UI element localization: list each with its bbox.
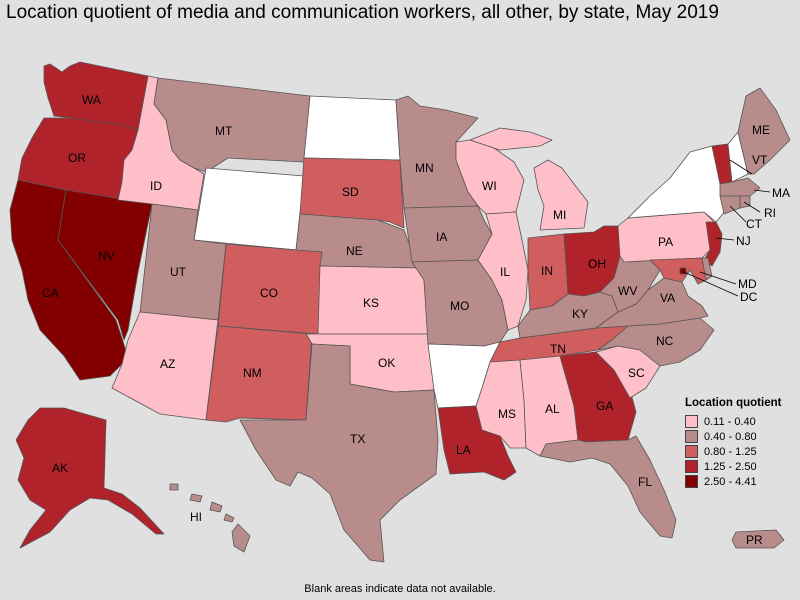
legend-title: Location quotient	[685, 397, 782, 409]
label-MT: MT	[215, 124, 233, 138]
label-SD: SD	[342, 185, 359, 199]
state-PR[interactable]	[731, 529, 785, 549]
legend-item: 0.11 - 0.40	[685, 414, 781, 429]
state-NC[interactable]	[597, 317, 715, 367]
label-PA: PA	[658, 235, 673, 249]
label-FL: FL	[638, 475, 652, 489]
map-legend: Location quotient 0.11 - 0.40 0.40 - 0.8…	[685, 397, 781, 489]
label-IA: IA	[436, 230, 447, 244]
label-NV: NV	[98, 249, 115, 263]
label-KS: KS	[363, 296, 379, 310]
state-ND[interactable]	[303, 95, 401, 161]
label-KY: KY	[572, 307, 588, 321]
state-NV[interactable]	[57, 189, 153, 341]
label-WA: WA	[82, 93, 101, 107]
label-AL: AL	[545, 402, 560, 416]
label-MI: MI	[553, 208, 566, 222]
state-DC[interactable]	[679, 267, 687, 275]
label-TN: TN	[550, 342, 566, 356]
legend-label: 0.40 - 0.80	[704, 430, 757, 443]
legend-item: 0.80 - 1.25	[685, 444, 781, 459]
label-MA: MA	[772, 186, 790, 200]
legend-swatch	[685, 475, 698, 488]
label-NJ: NJ	[736, 234, 751, 248]
label-HI: HI	[190, 510, 202, 524]
label-AZ: AZ	[160, 357, 175, 371]
state-RI[interactable]	[739, 195, 751, 209]
label-DC: DC	[740, 290, 758, 304]
label-VT: VT	[752, 153, 768, 167]
state-CT[interactable]	[719, 195, 741, 215]
legend-label: 1.25 - 2.50	[704, 460, 757, 473]
legend-swatch	[685, 445, 698, 458]
label-CA: CA	[42, 286, 59, 300]
label-LA: LA	[456, 443, 471, 457]
label-MN: MN	[415, 161, 434, 175]
label-OH: OH	[588, 257, 606, 271]
label-RI: RI	[764, 206, 776, 220]
label-GA: GA	[596, 399, 613, 413]
label-TX: TX	[350, 432, 365, 446]
label-IN: IN	[541, 264, 553, 278]
label-SC: SC	[628, 366, 645, 380]
state-TX[interactable]	[239, 343, 439, 563]
label-IL: IL	[500, 265, 510, 279]
legend-swatch	[685, 460, 698, 473]
legend-swatch	[685, 415, 698, 428]
label-CO: CO	[260, 286, 278, 300]
state-AZ[interactable]	[111, 311, 219, 421]
label-PR: PR	[746, 533, 763, 547]
label-NE: NE	[346, 244, 363, 258]
state-AK[interactable]	[15, 407, 165, 549]
state-IL[interactable]	[477, 211, 529, 331]
state-FL[interactable]	[539, 435, 677, 539]
label-UT: UT	[170, 265, 187, 279]
label-MO: MO	[450, 299, 469, 313]
state-ME[interactable]	[737, 87, 791, 175]
label-NC: NC	[656, 334, 674, 348]
label-MD: MD	[738, 277, 757, 291]
label-ID: ID	[150, 179, 162, 193]
legend-label: 0.80 - 1.25	[704, 445, 757, 458]
legend-item: 2.50 - 4.41	[685, 474, 781, 489]
label-CT: CT	[746, 217, 763, 231]
legend-label: 2.50 - 4.41	[704, 475, 757, 488]
state-NY[interactable]	[627, 145, 727, 223]
label-VA: VA	[660, 291, 675, 305]
label-ME: ME	[752, 123, 770, 137]
legend-swatch	[685, 430, 698, 443]
state-NJ[interactable]	[703, 221, 723, 267]
label-NM: NM	[243, 366, 262, 380]
label-OR: OR	[68, 151, 86, 165]
state-WY[interactable]	[193, 167, 305, 251]
label-MS: MS	[498, 407, 516, 421]
state-CA[interactable]	[9, 179, 129, 381]
legend-item: 0.40 - 0.80	[685, 429, 781, 444]
label-AK: AK	[52, 461, 68, 475]
label-WI: WI	[482, 179, 497, 193]
state-IA[interactable]	[403, 205, 493, 263]
footnote: Blank areas indicate data not available.	[304, 583, 496, 595]
state-HI[interactable]	[169, 483, 251, 553]
map-title: Location quotient of media and communica…	[6, 2, 719, 23]
state-MI[interactable]	[469, 127, 589, 231]
legend-item: 1.25 - 2.50	[685, 459, 781, 474]
label-OK: OK	[378, 356, 395, 370]
label-WV: WV	[618, 284, 637, 298]
legend-label: 0.11 - 0.40	[704, 415, 756, 428]
